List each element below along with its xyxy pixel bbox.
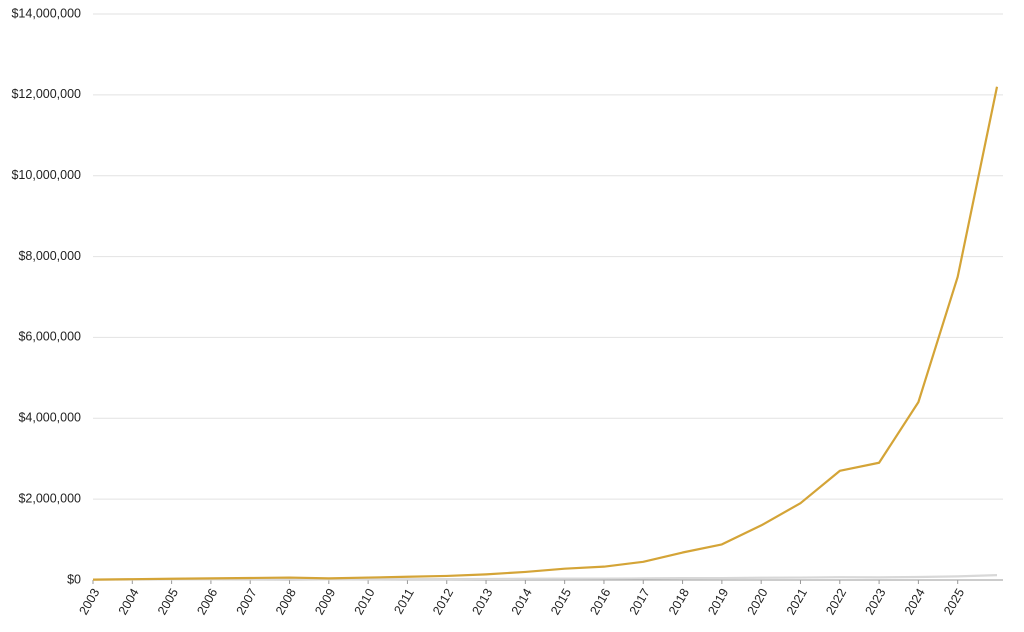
x-tick-label: 2020 (745, 586, 771, 617)
y-tick-label: $12,000,000 (11, 87, 81, 101)
x-tick-label: 2024 (902, 586, 928, 617)
x-tick-label: 2018 (666, 586, 692, 617)
x-tick-label: 2022 (823, 586, 849, 617)
y-tick-label: $8,000,000 (18, 249, 81, 263)
x-tick-label: 2019 (705, 586, 731, 617)
y-tick-label: $0 (67, 572, 81, 586)
x-tick-label: 2007 (234, 586, 260, 617)
y-tick-label: $6,000,000 (18, 330, 81, 344)
y-tick-label: $4,000,000 (18, 411, 81, 425)
series-line (92, 574, 998, 581)
x-tick-label: 2021 (784, 586, 810, 617)
x-tick-label: 2012 (430, 586, 456, 617)
x-tick-label: 2015 (548, 586, 574, 617)
series-line (92, 86, 999, 581)
x-tick-label: 2014 (509, 586, 535, 617)
x-tick-label: 2003 (76, 586, 102, 617)
x-tick-label: 2013 (469, 586, 495, 617)
x-tick-label: 2005 (155, 586, 181, 617)
x-tick-label: 2025 (941, 586, 967, 617)
x-tick-label: 2023 (863, 586, 889, 617)
x-tick-label: 2004 (116, 586, 142, 617)
y-tick-label: $10,000,000 (11, 168, 81, 182)
x-tick-label: 2006 (194, 586, 220, 617)
x-tick-label: 2008 (273, 586, 299, 617)
x-tick-label: 2010 (352, 586, 378, 617)
x-tick-label: 2011 (391, 586, 417, 616)
x-tick-label: 2009 (312, 586, 338, 617)
x-tick-label: 2017 (627, 586, 653, 617)
x-tick-label: 2016 (587, 586, 613, 617)
y-tick-label: $2,000,000 (18, 491, 81, 505)
y-tick-label: $14,000,000 (11, 6, 81, 20)
